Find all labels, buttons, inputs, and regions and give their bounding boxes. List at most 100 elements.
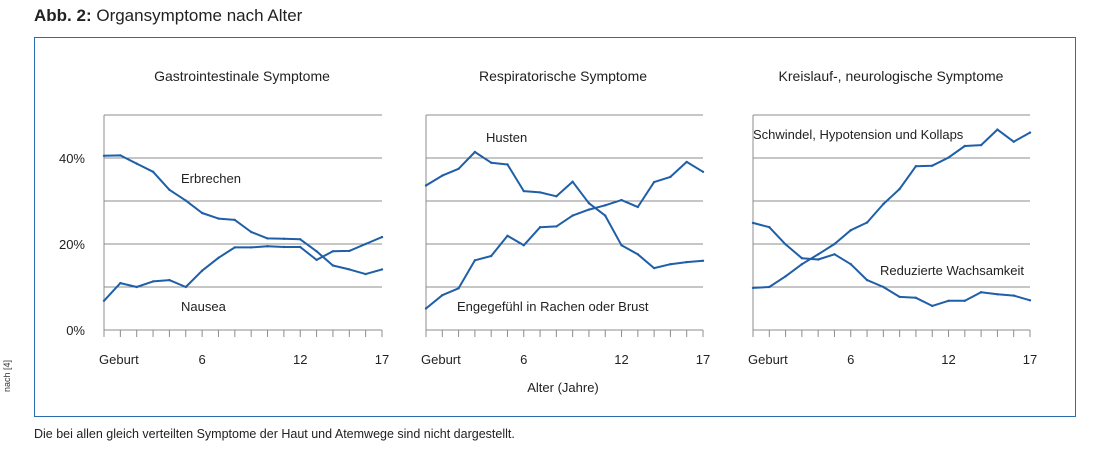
data-point [233, 218, 236, 222]
series-line [103, 154, 383, 276]
data-point [348, 249, 351, 253]
data-point [315, 258, 318, 262]
data-point [331, 250, 335, 253]
data-point [555, 225, 558, 228]
data-point [424, 307, 428, 310]
data-point [652, 180, 656, 184]
series-line [752, 221, 1031, 307]
data-point [865, 221, 869, 224]
data-point [217, 256, 220, 259]
data-point [538, 226, 542, 229]
data-point [538, 191, 542, 194]
data-point [701, 170, 705, 173]
data-point [587, 208, 591, 211]
data-point [348, 268, 351, 271]
data-point [898, 295, 901, 299]
data-point [996, 293, 999, 296]
x-tick-label: 12 [293, 352, 307, 367]
x-tick-label: 6 [199, 352, 206, 367]
x-tick-label: 17 [1023, 352, 1037, 367]
data-point [151, 280, 155, 283]
data-point [441, 294, 444, 297]
data-point [1028, 299, 1032, 302]
data-point [380, 235, 384, 239]
data-point [233, 246, 236, 249]
data-point [522, 244, 525, 247]
data-point [168, 278, 171, 282]
data-point [457, 167, 460, 170]
data-point [184, 285, 187, 289]
data-point [266, 245, 269, 248]
data-point [571, 214, 574, 217]
data-point [898, 187, 901, 191]
data-point [800, 263, 804, 266]
data-point [587, 202, 591, 205]
data-point [914, 296, 918, 299]
data-point [701, 259, 705, 262]
series-line [425, 160, 704, 310]
data-point [800, 257, 804, 260]
data-point [604, 204, 607, 207]
series-line [103, 236, 383, 302]
data-point [315, 250, 318, 253]
series-label: Schwindel, Hypotension und Kollaps [753, 127, 964, 142]
data-point [168, 188, 171, 191]
series-label: Engegefühl in Rachen oder Brust [457, 299, 649, 314]
data-point [865, 278, 869, 282]
data-point [963, 144, 966, 148]
data-point [833, 242, 836, 246]
data-point [441, 174, 444, 177]
data-point [473, 150, 477, 154]
data-point [751, 286, 755, 290]
panel-title: Gastrointestinale Symptome [154, 68, 330, 84]
data-point [555, 195, 558, 198]
figure-label: Abb. 2: [34, 6, 92, 25]
figure-title: Abb. 2: Organsymptome nach Alter [34, 6, 302, 26]
data-point [979, 291, 983, 294]
data-point [522, 189, 525, 193]
data-point [135, 285, 138, 289]
series-line [425, 151, 704, 270]
x-tick-label: Geburt [748, 352, 788, 367]
data-point [931, 304, 934, 308]
x-axis-title: Alter (Jahre) [527, 380, 599, 395]
data-point [380, 268, 384, 271]
data-point [200, 211, 204, 215]
data-point [200, 269, 204, 272]
y-tick-label: 0% [66, 323, 85, 338]
data-point [784, 275, 787, 278]
data-point [882, 285, 885, 289]
data-point [620, 198, 623, 202]
y-tick-label: 40% [59, 151, 85, 166]
data-point [979, 143, 983, 147]
data-point [947, 156, 950, 159]
data-point [457, 287, 460, 290]
data-point [669, 175, 672, 179]
data-point [473, 259, 477, 262]
y-tick-label: 20% [59, 237, 85, 252]
data-point [490, 161, 493, 164]
data-point [817, 253, 820, 256]
data-point [250, 230, 253, 234]
data-point [931, 164, 934, 167]
footnote: Die bei allen gleich verteilten Symptome… [34, 427, 515, 441]
data-point [282, 237, 286, 240]
series-line [752, 128, 1031, 289]
data-point [636, 253, 639, 256]
data-point [119, 154, 122, 157]
data-point [506, 234, 509, 237]
data-point [636, 205, 639, 209]
panel-title: Kreislauf-, neurologische Symptome [779, 68, 1004, 84]
data-point [947, 299, 950, 302]
data-point [1012, 140, 1015, 143]
x-tick-label: 17 [375, 352, 389, 367]
data-point [652, 266, 656, 270]
data-point [102, 154, 106, 157]
data-point [833, 253, 836, 256]
data-point [151, 170, 155, 173]
data-point [604, 214, 607, 217]
series-label: Nausea [181, 299, 227, 314]
data-point [1028, 131, 1032, 134]
data-point [768, 285, 771, 289]
